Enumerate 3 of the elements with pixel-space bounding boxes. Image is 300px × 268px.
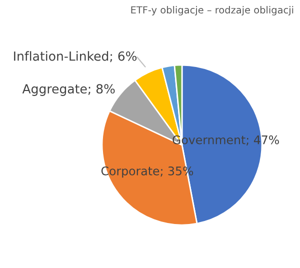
slice-label: Aggregate; 8% [22, 84, 115, 96]
chart-title: ETF-y obligacje – rodzaje obligacji [131, 6, 294, 16]
slice-label: Inflation-Linked; 6% [14, 51, 137, 62]
